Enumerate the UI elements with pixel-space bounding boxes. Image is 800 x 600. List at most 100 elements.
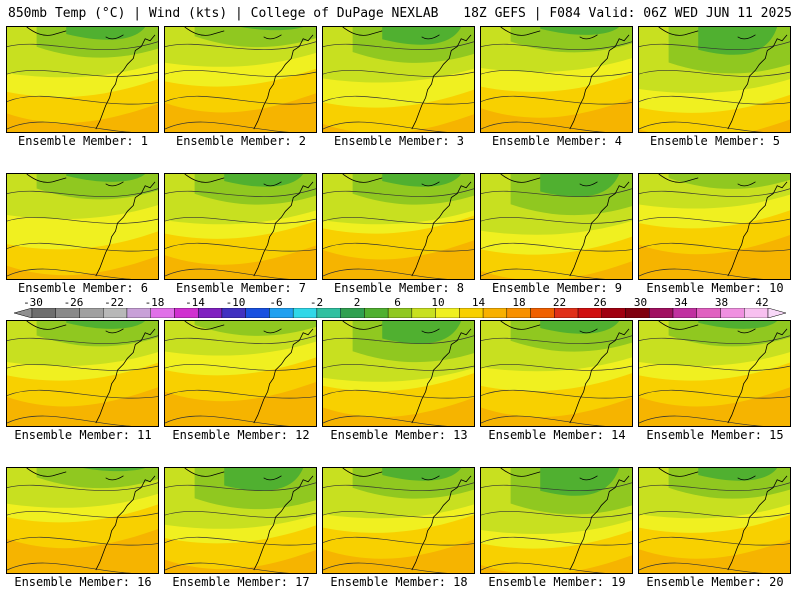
ensemble-member-label: Ensemble Member: 17 xyxy=(172,575,310,589)
colorbar-swatch xyxy=(577,308,603,318)
lake-outlines xyxy=(500,174,598,187)
coastline xyxy=(727,34,788,130)
colorbar-tick-label: -30 xyxy=(23,296,43,309)
coastline xyxy=(411,34,472,130)
ensemble-map-2 xyxy=(164,26,317,133)
colorbar-arrow-low xyxy=(14,308,33,318)
temp-field-coldest xyxy=(698,468,778,481)
colorbar-swatch xyxy=(744,308,769,318)
ensemble-map-1 xyxy=(6,26,159,133)
colorbar-swatch xyxy=(530,308,555,318)
colorbar-tick-label: -14 xyxy=(185,296,205,309)
colorbar-tick-label: -6 xyxy=(269,296,283,309)
height-contours xyxy=(165,188,316,279)
temp-field-coldest xyxy=(698,27,778,55)
temp-field-coldest xyxy=(540,468,620,496)
ensemble-map-3 xyxy=(322,26,475,133)
height-contours xyxy=(481,41,632,132)
temp-field-coldest xyxy=(224,27,304,31)
ensemble-grid: Ensemble Member: 1 Ensemble Member: 2 Ense… xyxy=(6,26,796,596)
ensemble-map-18 xyxy=(322,467,475,574)
lake-outlines xyxy=(184,468,282,481)
ensemble-map-15 xyxy=(638,320,791,427)
height-contours xyxy=(481,482,632,573)
colorbar-tick-label: 34 xyxy=(674,296,688,309)
lake-outlines xyxy=(658,321,756,334)
colorbar-swatch xyxy=(174,308,199,318)
height-contours xyxy=(165,482,316,573)
colorbar-tick-label: 38 xyxy=(714,296,729,309)
colorbar-labels: -30 -26 -22 -18 -14 -10 -6 -2 2 6 10 14 18 22 26 30 34 38… xyxy=(0,296,800,309)
ensemble-map-4 xyxy=(480,26,633,133)
colorbar-swatch xyxy=(340,308,365,318)
coastline xyxy=(569,475,630,571)
colorbar-swatch xyxy=(245,308,270,318)
temp-field-cooler xyxy=(194,321,316,336)
colorbar-swatch xyxy=(506,308,531,318)
colorbar-tick-label: 14 xyxy=(471,296,486,309)
ensemble-map-14 xyxy=(480,320,633,427)
colorbar-swatch xyxy=(387,308,413,318)
coastline xyxy=(253,34,314,130)
height-contours xyxy=(639,482,790,573)
lake-outlines xyxy=(658,174,756,187)
ensemble-member-label: Ensemble Member: 2 xyxy=(175,134,307,148)
colorbar-tick-label: 30 xyxy=(633,296,648,309)
temp-field-coldest xyxy=(540,27,620,35)
ensemble-map-17 xyxy=(164,467,317,574)
colorbar-swatch xyxy=(554,308,579,318)
lake-outlines xyxy=(500,27,598,40)
coastline xyxy=(569,181,630,277)
temp-field-coldest xyxy=(66,174,146,182)
ensemble-member-label: Ensemble Member: 1 xyxy=(17,134,149,148)
header-run-info: 18Z GEFS | F084 Valid: 06Z WED JUN 11 20… xyxy=(463,6,792,21)
colorbar-swatch xyxy=(482,308,508,318)
colorbar-tick-label: -2 xyxy=(309,296,324,309)
ensemble-member-label: Ensemble Member: 20 xyxy=(646,575,784,589)
ensemble-map-20 xyxy=(638,467,791,574)
ensemble-member-label: Ensemble Member: 9 xyxy=(491,281,623,295)
temp-field-coldest xyxy=(382,174,462,187)
height-contours xyxy=(481,188,632,279)
coastline xyxy=(411,328,472,424)
colorbar-tick-label: 22 xyxy=(552,296,567,309)
colorbar-tick-label: 42 xyxy=(755,296,769,309)
height-contours xyxy=(639,41,790,132)
ensemble-map-12 xyxy=(164,320,317,427)
height-contours xyxy=(639,335,790,426)
coastline xyxy=(411,181,472,277)
colorbar-swatch xyxy=(649,308,674,318)
coastline xyxy=(253,328,314,424)
temp-field-coldest xyxy=(698,321,778,329)
header-title: 850mb Temp (°C) | Wind (kts) | College o… xyxy=(8,6,439,21)
lake-outlines xyxy=(342,174,440,187)
colorbar-tick-label: 2 xyxy=(353,296,361,309)
colorbar-swatch xyxy=(411,308,436,318)
colorbar-swatch xyxy=(459,308,484,318)
ensemble-map-19 xyxy=(480,467,633,574)
colorbar-swatch xyxy=(316,308,341,318)
colorbar-swatch xyxy=(126,308,151,318)
ensemble-member-label: Ensemble Member: 15 xyxy=(646,428,784,442)
lake-outlines xyxy=(342,27,440,40)
temp-field-coldest xyxy=(382,27,462,45)
temp-field-coldest xyxy=(382,321,462,344)
colorbar-swatch xyxy=(720,308,745,318)
temp-field-coldest xyxy=(540,321,620,334)
colorbar-swatch xyxy=(221,308,246,318)
ensemble-member-label: Ensemble Member: 12 xyxy=(172,428,310,442)
height-contours xyxy=(323,188,474,279)
ensemble-member-label: Ensemble Member: 16 xyxy=(14,575,152,589)
height-contours xyxy=(7,482,158,573)
height-contours xyxy=(7,188,158,279)
colorbar-tick-label: -22 xyxy=(104,296,124,309)
height-contours xyxy=(481,335,632,426)
colorbar xyxy=(14,308,786,318)
height-contours xyxy=(7,335,158,426)
temp-field-cooler xyxy=(194,27,316,48)
ensemble-member-label: Ensemble Member: 7 xyxy=(175,281,307,295)
lake-outlines xyxy=(500,321,598,334)
colorbar-swatch xyxy=(31,308,56,318)
coastline xyxy=(569,34,630,130)
ensemble-member-label: Ensemble Member: 5 xyxy=(649,134,781,148)
